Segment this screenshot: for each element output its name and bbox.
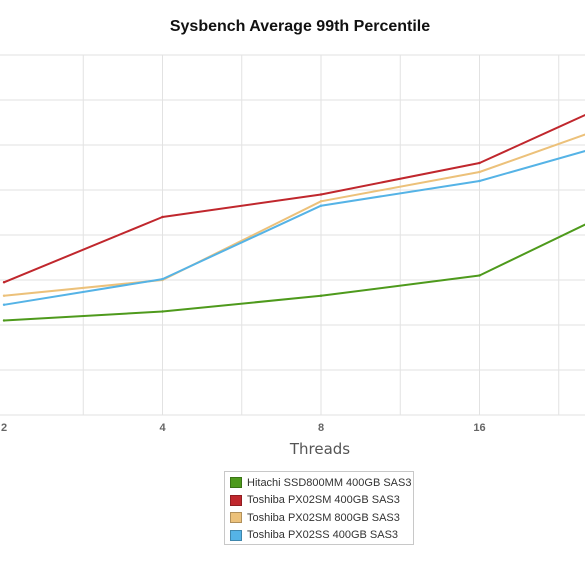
horizontal-gridlines (0, 54, 585, 416)
legend-item[interactable]: Toshiba PX02SM 800GB SAS3 (225, 509, 413, 527)
data-point (2, 319, 6, 322)
data-point (478, 179, 481, 183)
data-point (478, 170, 481, 174)
series-line-2 (3, 113, 585, 284)
data-point (161, 215, 164, 219)
legend-label: Hitachi SSD800MM 400GB SAS3 (247, 476, 412, 489)
legend: Hitachi SSD800MM 400GB SAS3 Toshiba PX02S… (224, 471, 414, 545)
legend-swatch (230, 494, 242, 506)
series-lines (2, 113, 585, 322)
series-line-3 (3, 133, 585, 297)
x-tick-label: 4 (159, 422, 166, 434)
data-point (478, 161, 481, 165)
x-tick-label: 8 (318, 422, 324, 434)
data-point (319, 193, 323, 196)
legend-item[interactable]: Toshiba PX02SS 400GB SAS3 (225, 527, 413, 545)
legend-label: Toshiba PX02SM 400GB SAS3 (247, 494, 400, 507)
legend-swatch (230, 477, 242, 489)
x-tick-label: 16 (473, 422, 485, 434)
data-point (161, 277, 164, 281)
data-point (161, 310, 164, 313)
data-point (478, 274, 481, 277)
data-point (319, 204, 323, 207)
data-point (319, 294, 323, 297)
legend-swatch (230, 529, 242, 541)
legend-swatch (230, 512, 242, 524)
data-point (2, 303, 6, 306)
data-point (2, 281, 6, 284)
x-tick-labels: 2 4 8 16 (1, 422, 486, 434)
x-tick-label: 2 (1, 422, 7, 434)
legend-label: Toshiba PX02SS 400GB SAS3 (247, 529, 399, 542)
legend-label: Toshiba PX02SM 800GB SAS3 (247, 511, 400, 524)
chart-plot-area: 2 4 8 16 (0, 54, 585, 434)
data-point (2, 294, 6, 297)
vertical-gridlines (82, 55, 560, 415)
chart-title: Sysbench Average 99th Percentile (169, 18, 431, 35)
legend-item[interactable]: Hitachi SSD800MM 400GB SAS3 (225, 474, 413, 492)
x-axis-label: Threads (289, 440, 351, 458)
series-line-4 (3, 150, 585, 306)
data-point (319, 200, 323, 203)
legend-item[interactable]: Toshiba PX02SM 400GB SAS3 (225, 492, 413, 510)
